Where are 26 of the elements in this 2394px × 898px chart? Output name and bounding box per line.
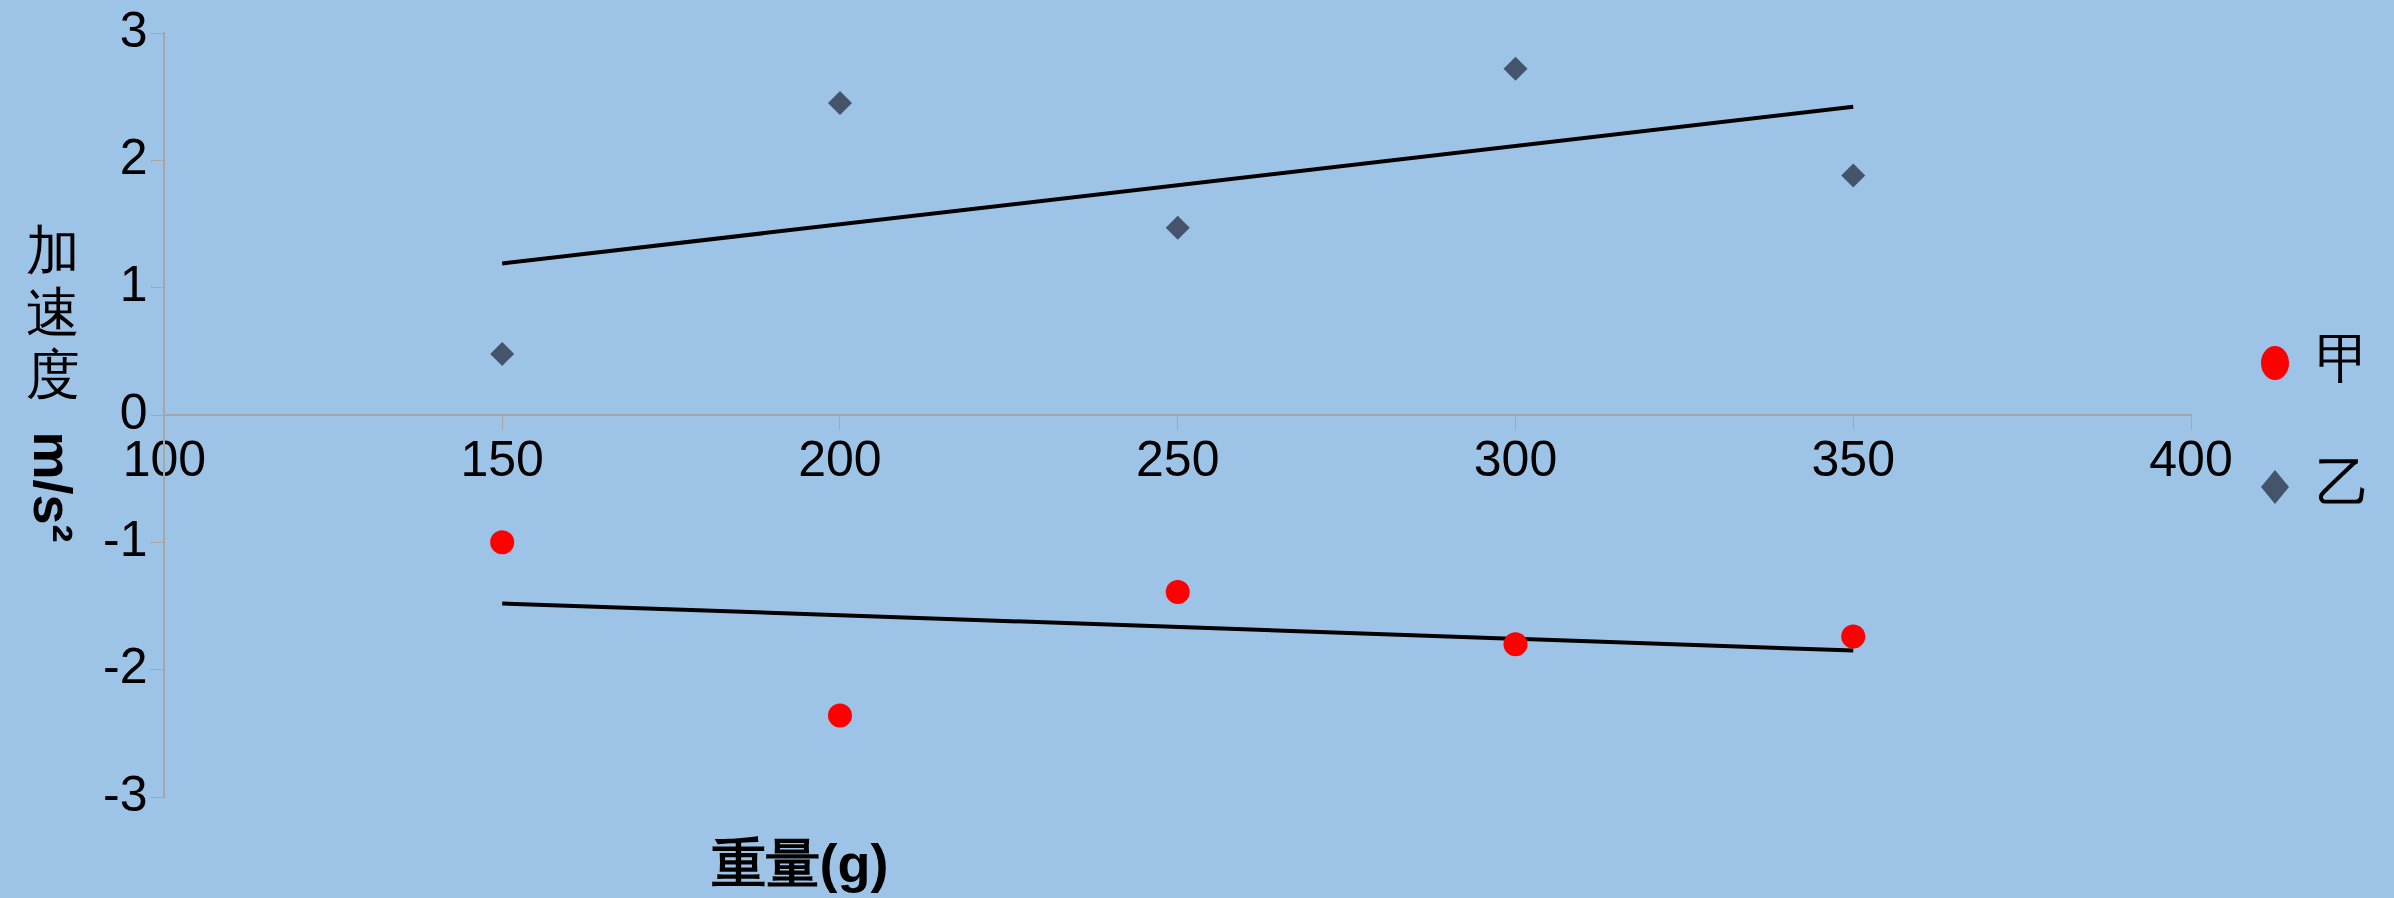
point bbox=[1165, 215, 1190, 240]
point bbox=[490, 341, 515, 366]
y-tick-label: 3 bbox=[119, 1, 148, 58]
y-tick-label: 1 bbox=[119, 256, 148, 313]
point bbox=[1841, 624, 1866, 649]
point bbox=[827, 703, 852, 728]
y-tick-label: 2 bbox=[119, 129, 148, 186]
point bbox=[1503, 56, 1528, 81]
x-axis-title: 重量(g) bbox=[710, 832, 890, 895]
x-tick-label: 350 bbox=[1811, 430, 1895, 487]
legend-label: 甲 bbox=[2316, 327, 2370, 391]
x-tick-label: 300 bbox=[1473, 430, 1558, 487]
point bbox=[1841, 163, 1866, 188]
legend-label: 乙 bbox=[2316, 451, 2370, 515]
y-tick-label: -1 bbox=[102, 511, 148, 568]
x-tick-label: 400 bbox=[2149, 430, 2233, 487]
point bbox=[490, 530, 515, 555]
x-tick-label: 200 bbox=[798, 430, 882, 487]
y-tick-label: -2 bbox=[102, 638, 148, 695]
point bbox=[1165, 579, 1190, 604]
y-axis-title: 加速度 m/s² bbox=[22, 219, 84, 543]
y-tick-label: -3 bbox=[102, 765, 148, 822]
x-tick-label: 150 bbox=[460, 430, 544, 487]
point bbox=[1503, 632, 1528, 657]
x-tick-label: 250 bbox=[1136, 430, 1220, 487]
point bbox=[827, 91, 852, 116]
